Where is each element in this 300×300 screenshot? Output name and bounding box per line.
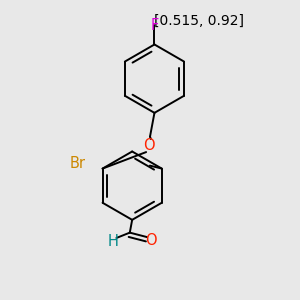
Text: F: F xyxy=(150,18,159,33)
Text: Br: Br xyxy=(69,156,85,171)
Text: H: H xyxy=(107,234,118,249)
Text: O: O xyxy=(143,138,154,153)
Text: [0.515, 0.92]: [0.515, 0.92] xyxy=(154,14,244,28)
Text: O: O xyxy=(145,233,156,248)
